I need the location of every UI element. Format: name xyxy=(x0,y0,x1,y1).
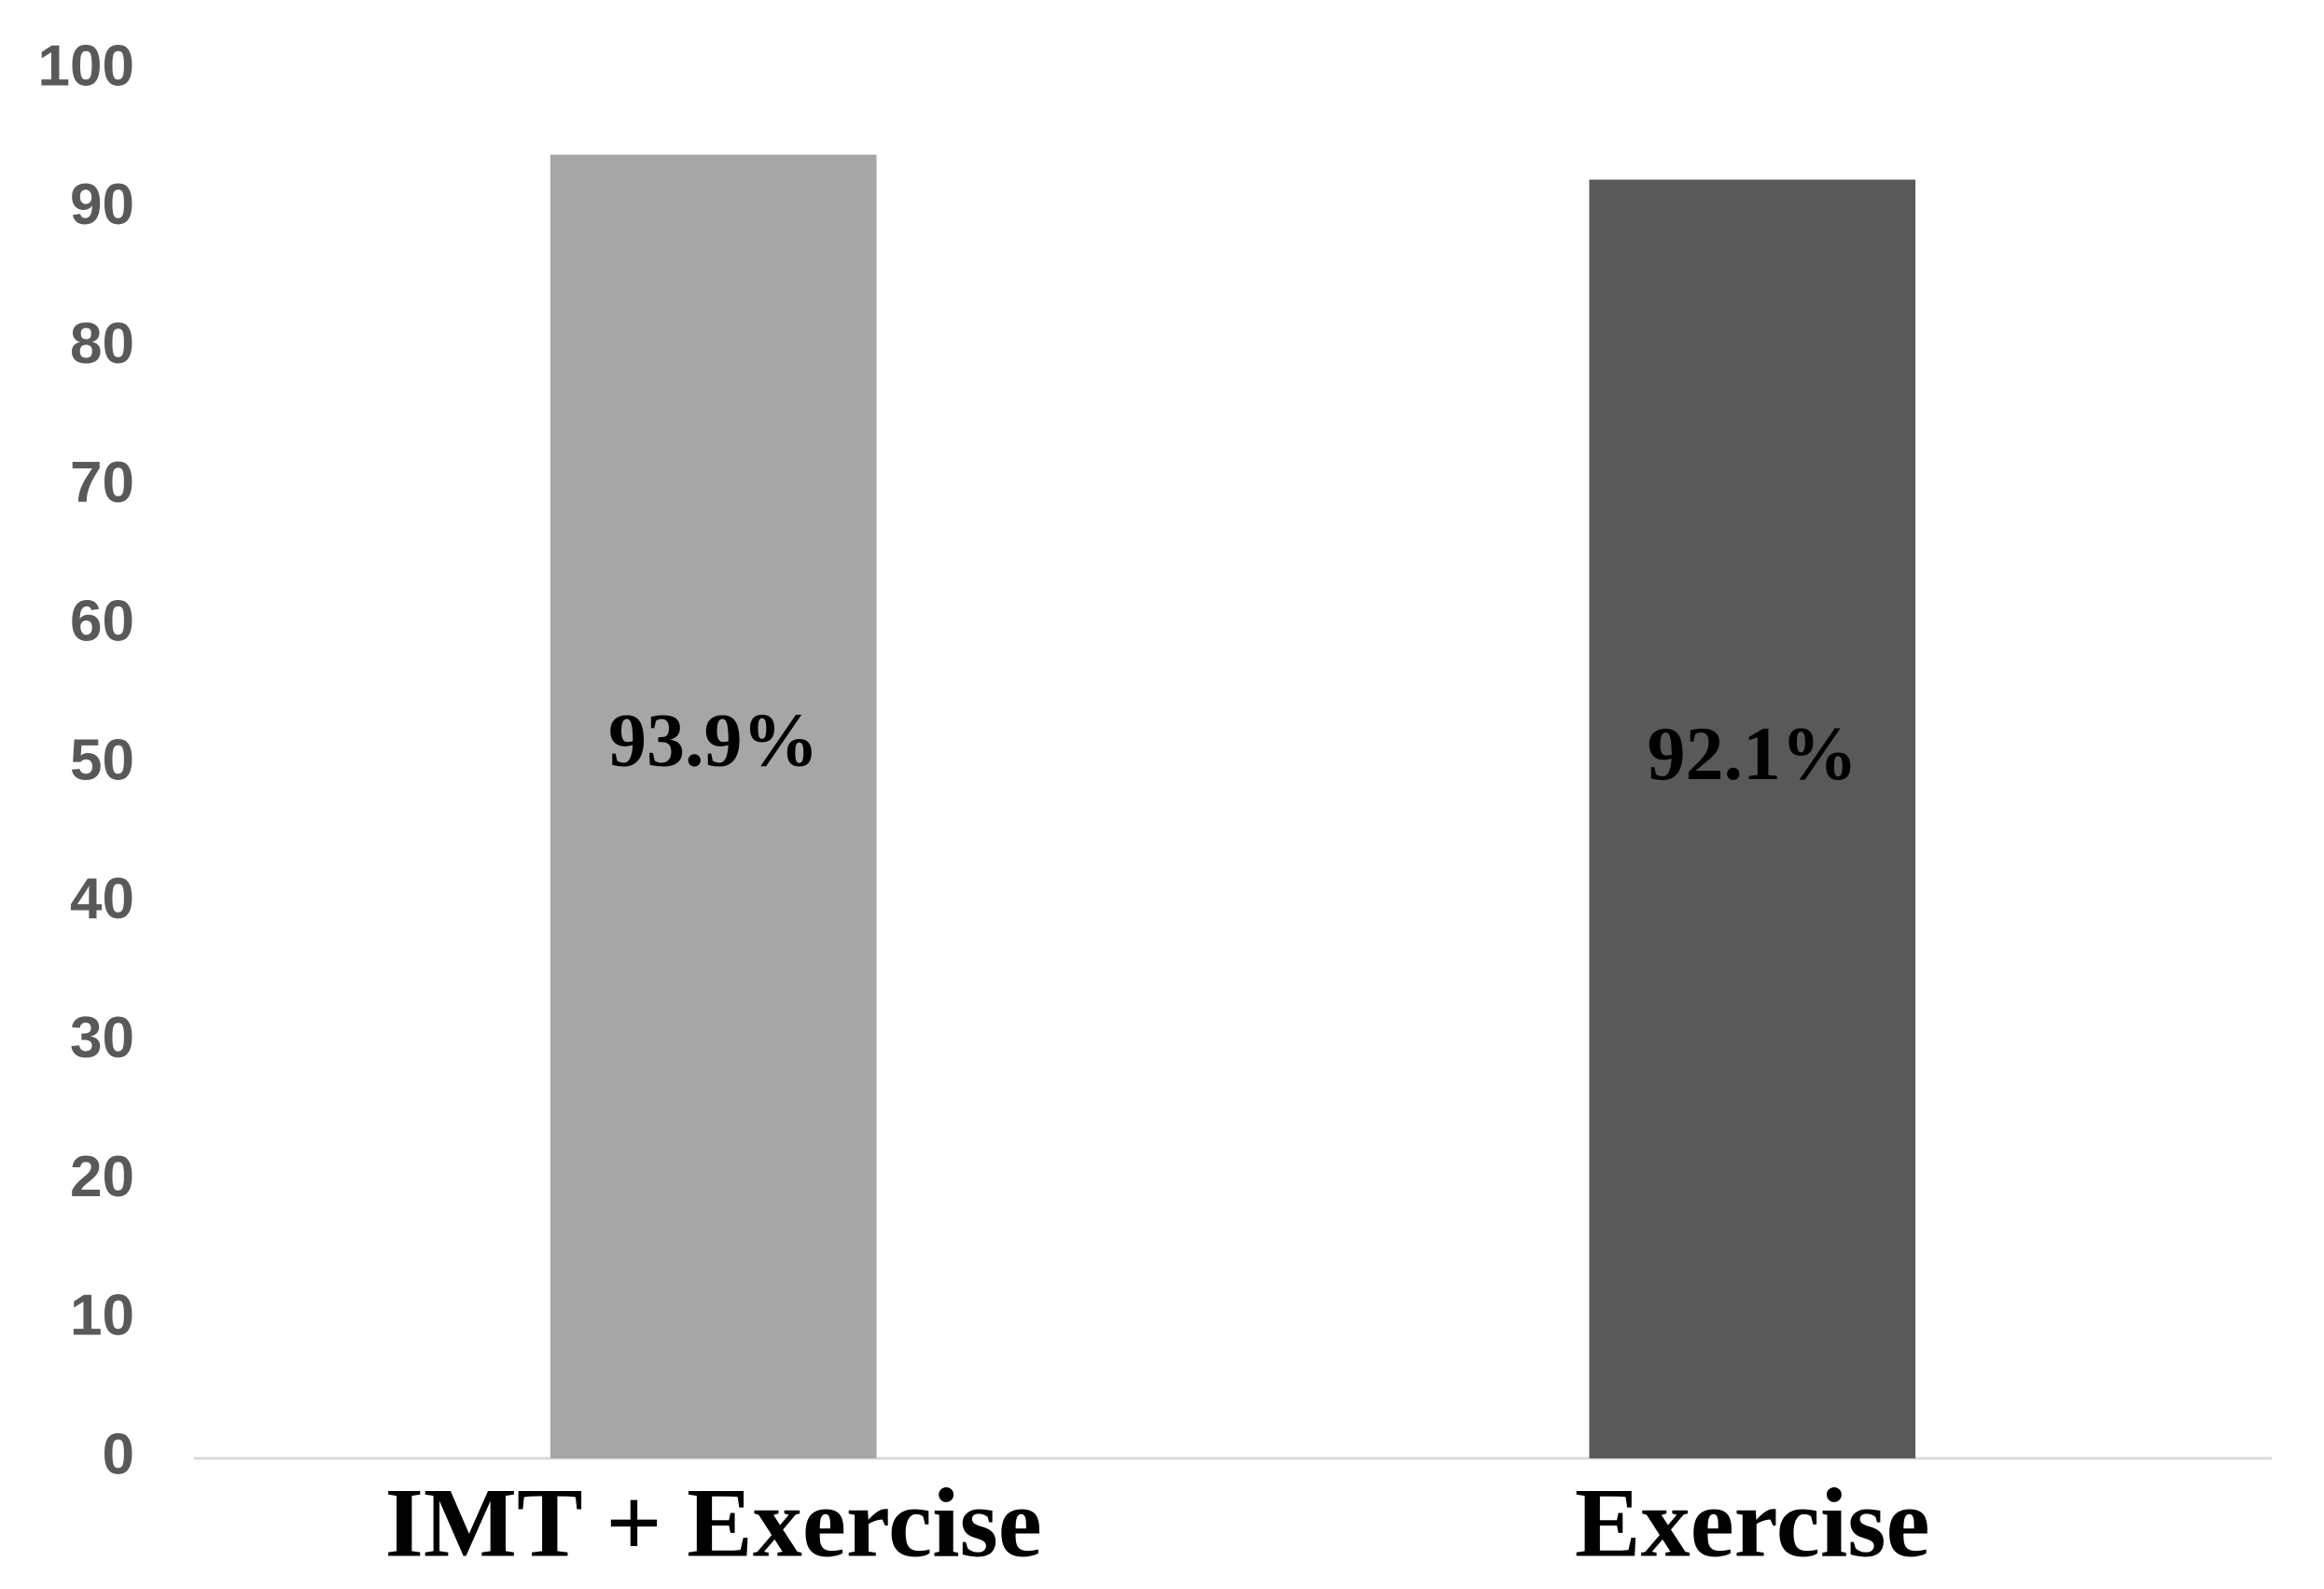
y-tick-label: 80 xyxy=(70,312,134,376)
y-tick-label: 40 xyxy=(70,867,134,931)
y-tick-label: 30 xyxy=(70,1006,134,1070)
y-tick-label: 10 xyxy=(70,1284,134,1348)
y-tick-label: 100 xyxy=(38,34,134,98)
bar xyxy=(550,154,877,1458)
y-tick-label: 70 xyxy=(70,451,134,515)
y-tick-label: 60 xyxy=(70,590,134,654)
bar xyxy=(1589,179,1916,1458)
y-tick-label: 50 xyxy=(70,728,134,792)
value-label: 92.1% xyxy=(1648,711,1858,796)
x-tick-label: IMT + Exercise xyxy=(385,1468,1042,1577)
y-tick-label: 20 xyxy=(70,1145,134,1209)
x-tick-label: Exercise xyxy=(1575,1468,1930,1577)
y-tick-label: 0 xyxy=(103,1422,134,1486)
value-label: 93.9% xyxy=(608,697,819,782)
y-tick-label: 90 xyxy=(70,173,134,237)
